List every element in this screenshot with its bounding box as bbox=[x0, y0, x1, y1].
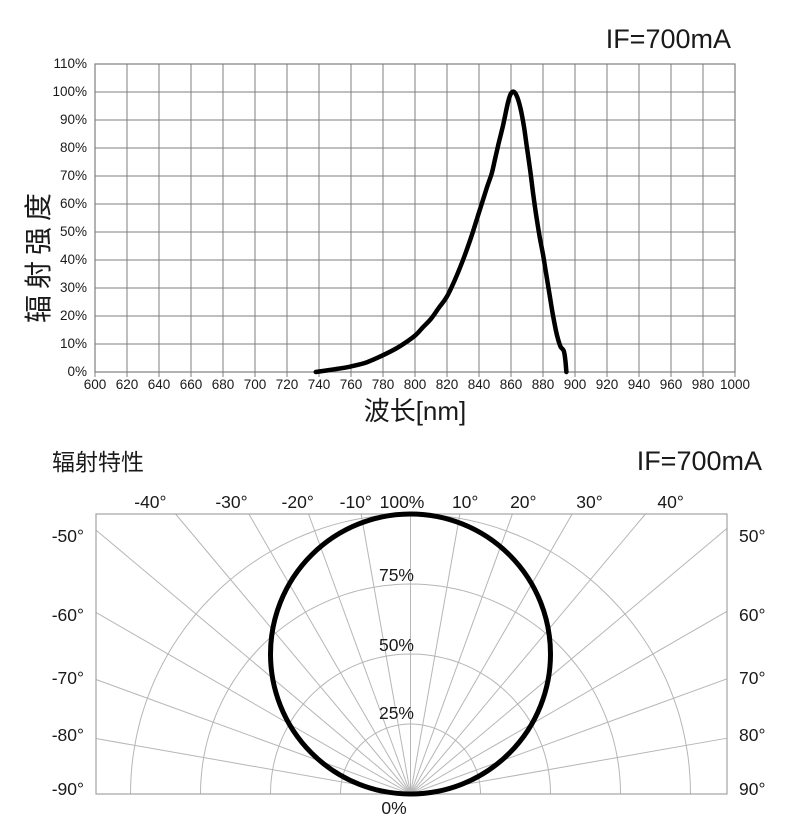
angle-tick-label: -50° bbox=[52, 526, 84, 546]
x-tick-label: 840 bbox=[468, 377, 491, 392]
radial-tick-label: 100% bbox=[380, 492, 425, 512]
angle-tick-label: -30° bbox=[215, 492, 247, 512]
angle-gridline bbox=[410, 513, 461, 795]
x-tick-label: 660 bbox=[180, 377, 203, 392]
spectral-chart-grid bbox=[94, 63, 736, 377]
angle-tick-label: 60° bbox=[739, 605, 765, 625]
y-tick-label: 90% bbox=[60, 112, 87, 127]
radial-arc-25 bbox=[340, 723, 481, 794]
angle-tick-label: -40° bbox=[134, 492, 166, 512]
angle-tick-label: -60° bbox=[52, 605, 84, 625]
radial-tick-label: 25% bbox=[379, 703, 414, 723]
spectral-tick-labels: 600 620 640 660 680 700 720 740 760 780 800 820 840 8… bbox=[52, 56, 750, 392]
x-tick-label: 620 bbox=[116, 377, 139, 392]
plot-border bbox=[94, 63, 736, 373]
radial-arc-75 bbox=[200, 583, 621, 795]
y-tick-label: 50% bbox=[60, 224, 87, 239]
x-tick-label: 980 bbox=[692, 377, 715, 392]
radiation-chart-title: 辐射特性 bbox=[52, 449, 144, 475]
x-tick-label: 600 bbox=[84, 377, 107, 392]
angle-gridline bbox=[410, 513, 513, 795]
x-tick-label: 700 bbox=[244, 377, 267, 392]
angle-tick-label: -20° bbox=[282, 492, 314, 512]
angle-gridline bbox=[410, 513, 573, 795]
spectral-y-axis-title: 辐射强度 bbox=[23, 187, 54, 323]
y-tick-label: 10% bbox=[60, 336, 87, 351]
spectral-curve bbox=[313, 89, 569, 375]
angle-gridline bbox=[248, 513, 411, 795]
y-tick-label: 110% bbox=[53, 56, 87, 71]
angle-tick-label: 90° bbox=[739, 779, 765, 799]
angle-tick-label: 80° bbox=[739, 725, 765, 745]
x-tick-label: 800 bbox=[404, 377, 427, 392]
spectral-curve-path bbox=[313, 89, 569, 375]
angle-tick-label: -80° bbox=[52, 725, 84, 745]
angle-tick-label: 50° bbox=[739, 526, 765, 546]
angle-tick-label: -10° bbox=[340, 492, 372, 512]
angle-tick-label: -70° bbox=[52, 668, 84, 688]
angle-gridline bbox=[95, 529, 411, 795]
y-tick-label: 70% bbox=[60, 168, 87, 183]
angle-tick-label: 40° bbox=[657, 492, 683, 512]
spectral-x-axis-title: 波长[nm] bbox=[364, 396, 467, 426]
radiation-tick-labels: -40° -30° -20° -10° 10° 20° 30° 40° -50° -60° -70°… bbox=[52, 492, 766, 818]
y-tick-label: 30% bbox=[60, 280, 87, 295]
x-tick-label: 780 bbox=[372, 377, 395, 392]
x-tick-label: 860 bbox=[500, 377, 523, 392]
radiation-condition-label: IF=700mA bbox=[637, 446, 762, 476]
angle-gridline bbox=[175, 513, 411, 795]
angle-gridline bbox=[410, 678, 728, 795]
x-tick-label: 680 bbox=[212, 377, 235, 392]
angle-gridline bbox=[95, 679, 411, 795]
y-tick-label: 100% bbox=[52, 84, 87, 99]
y-tick-label: 0% bbox=[67, 364, 87, 379]
y-tick-label: 20% bbox=[60, 308, 87, 323]
angle-gridline bbox=[410, 610, 728, 795]
radiation-pattern-circle bbox=[268, 511, 553, 797]
angle-tick-label: -90° bbox=[52, 779, 84, 799]
angle-gridline bbox=[95, 611, 411, 795]
x-tick-label: 880 bbox=[532, 377, 555, 392]
x-tick-label: 940 bbox=[628, 377, 651, 392]
angle-gridline bbox=[410, 513, 646, 795]
angle-tick-label: 20° bbox=[510, 492, 536, 512]
y-tick-label: 80% bbox=[60, 140, 87, 155]
x-tick-label: 760 bbox=[340, 377, 363, 392]
x-tick-label: 900 bbox=[564, 377, 587, 392]
angle-tick-label: 10° bbox=[452, 492, 478, 512]
radiation-pattern-curve bbox=[268, 511, 553, 797]
x-tick-label: 1000 bbox=[720, 377, 750, 392]
x-tick-label: 820 bbox=[436, 377, 459, 392]
angle-gridline bbox=[360, 513, 411, 795]
x-tick-label: 640 bbox=[148, 377, 171, 392]
spectral-condition-label: IF=700mA bbox=[606, 24, 731, 54]
angle-tick-label: 70° bbox=[739, 668, 765, 688]
x-tick-label: 960 bbox=[660, 377, 683, 392]
angle-tick-label: 30° bbox=[576, 492, 602, 512]
radial-tick-label: 50% bbox=[379, 635, 414, 655]
radial-tick-label: 75% bbox=[379, 565, 414, 585]
angle-gridline bbox=[410, 528, 728, 795]
angle-gridline bbox=[308, 513, 411, 795]
y-tick-label: 40% bbox=[60, 252, 87, 267]
radial-tick-label: 0% bbox=[381, 798, 406, 818]
x-tick-label: 720 bbox=[276, 377, 299, 392]
x-tick-label: 920 bbox=[596, 377, 619, 392]
y-tick-label: 60% bbox=[60, 196, 87, 211]
x-tick-label: 740 bbox=[308, 377, 331, 392]
